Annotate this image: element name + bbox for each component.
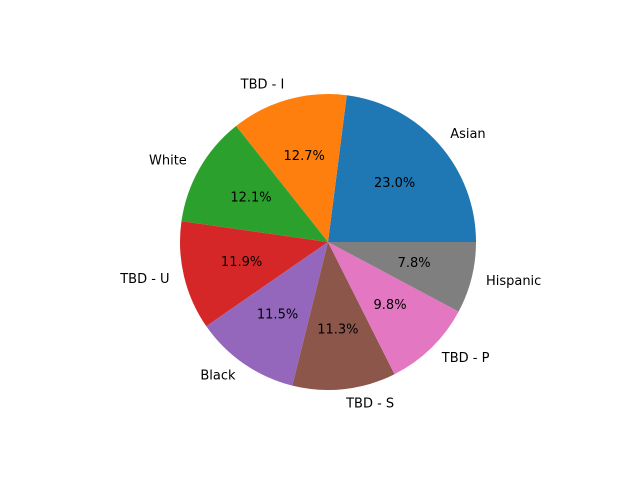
category-label-tbd-u: TBD - U (119, 272, 169, 287)
category-label-tbd-p: TBD - P (441, 351, 490, 366)
category-label-hispanic: Hispanic (486, 274, 541, 289)
pct-label-tbd-u: 11.9% (221, 255, 262, 270)
pie-slices (179, 93, 476, 390)
pie-slice-tbd-i (236, 93, 347, 242)
pie-slice-black (206, 242, 328, 386)
pie-slice-asian (328, 95, 476, 242)
pct-label-asian: 23.0% (374, 176, 415, 191)
pct-label-tbd-i: 12.7% (284, 149, 325, 164)
pct-label-tbd-s: 11.3% (317, 323, 358, 338)
category-label-black: Black (200, 368, 236, 383)
pie-slice-tbd-s (292, 242, 395, 390)
pie-slice-tbd-u (179, 221, 328, 327)
category-label-tbd-i: TBD - I (240, 78, 285, 93)
pie-slice-tbd-p (328, 242, 459, 375)
pie-slice-white (181, 125, 328, 242)
pct-label-hispanic: 7.8% (398, 256, 431, 271)
pie-slice-hispanic (328, 242, 476, 312)
category-label-asian: Asian (450, 127, 485, 142)
pct-label-white: 12.1% (230, 190, 271, 205)
category-label-tbd-s: TBD - S (345, 396, 394, 411)
category-labels: Asian TBD - I White TBD - U Black TBD - S TBD … (119, 78, 541, 412)
category-label-white: White (149, 153, 187, 168)
pct-label-black: 11.5% (257, 308, 298, 323)
percentage-labels: 23.0% 12.7% 12.1% 11.9% 11.5% 11.3% 9.8% 7.8% (221, 149, 431, 338)
pct-label-tbd-p: 9.8% (374, 298, 407, 313)
